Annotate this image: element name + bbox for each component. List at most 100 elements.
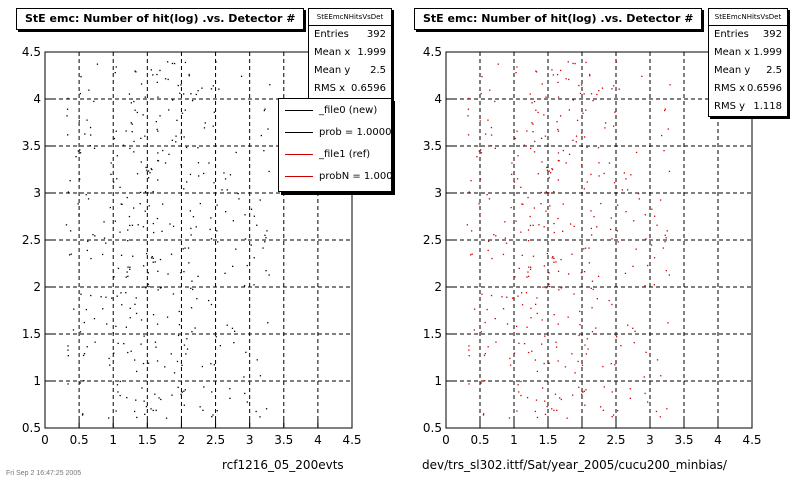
scatter-point	[177, 84, 179, 87]
scatter-point	[224, 272, 226, 274]
scatter-point	[147, 283, 149, 285]
scatter-point	[546, 406, 548, 408]
scatter-point	[133, 140, 135, 143]
scatter-point	[517, 295, 519, 297]
scatter-point	[156, 81, 158, 83]
scatter-point	[221, 189, 223, 191]
scatter-point	[182, 248, 184, 250]
scatter-point	[654, 215, 656, 217]
scatter-point	[108, 357, 110, 360]
scatter-point	[195, 93, 197, 96]
scatter-point	[535, 70, 537, 72]
y-tick-label: 1.5	[22, 327, 41, 341]
scatter-point	[164, 366, 166, 368]
scatter-point	[154, 393, 156, 395]
scatter-point	[668, 170, 671, 173]
scatter-point	[168, 109, 170, 111]
scatter-point	[199, 406, 201, 408]
scatter-point	[199, 202, 201, 205]
scatter-point	[549, 205, 551, 207]
scatter-point	[125, 276, 127, 278]
scatter-point	[665, 270, 667, 272]
scatter-point	[552, 256, 554, 258]
scatter-point	[93, 100, 95, 103]
scatter-point	[548, 192, 550, 194]
scatter-point	[130, 122, 132, 124]
scatter-point	[151, 168, 153, 171]
scatter-point	[210, 303, 213, 306]
scatter-point	[194, 327, 196, 329]
scatter-point	[210, 363, 212, 365]
scatter-point	[604, 127, 606, 129]
scatter-point	[570, 223, 572, 225]
scatter-point	[621, 189, 623, 191]
scatter-point	[81, 414, 84, 416]
scatter-point	[645, 351, 647, 353]
scatter-point	[80, 76, 82, 78]
scatter-point	[550, 172, 552, 174]
scatter-point	[638, 198, 640, 200]
scatter-point	[585, 109, 587, 111]
scatter-point	[140, 343, 142, 345]
scatter-point	[256, 224, 258, 226]
scatter-point	[480, 382, 482, 384]
scatter-point	[573, 293, 575, 295]
scatter-point	[514, 276, 516, 278]
scatter-point	[537, 111, 539, 114]
scatter-point	[183, 390, 185, 392]
scatter-point	[165, 417, 168, 419]
scatter-point	[540, 137, 543, 139]
scatter-point	[493, 234, 495, 236]
scatter-point	[102, 253, 104, 256]
scatter-point	[585, 389, 587, 391]
stats-label: RMS x	[314, 83, 346, 94]
scatter-point	[133, 151, 135, 153]
scatter-point	[588, 247, 590, 249]
scatter-point	[148, 285, 150, 288]
legend-line-icon	[285, 175, 313, 177]
scatter-point	[518, 267, 520, 269]
scatter-point	[147, 272, 149, 274]
scatter-point	[551, 408, 553, 410]
scatter-point	[544, 400, 546, 402]
scatter-point	[632, 327, 634, 329]
scatter-point	[158, 397, 160, 399]
scatter-point	[579, 324, 581, 326]
scatter-point	[183, 188, 185, 190]
scatter-point	[633, 220, 635, 222]
scatter-point	[579, 310, 581, 313]
scatter-point	[589, 75, 591, 77]
scatter-point	[235, 248, 237, 250]
scatter-point	[487, 346, 489, 348]
scatter-point	[197, 162, 200, 164]
scatter-point	[267, 322, 269, 324]
scatter-point	[471, 253, 473, 255]
scatter-point	[603, 386, 605, 388]
scatter-point	[212, 414, 214, 416]
scatter-point	[532, 224, 534, 226]
scatter-point	[585, 353, 587, 355]
scatter-point	[210, 217, 212, 219]
scatter-point	[567, 61, 569, 63]
scatter-point	[630, 174, 632, 176]
scatter-point	[662, 247, 664, 249]
scatter-point	[135, 297, 137, 299]
scatter-point	[509, 357, 511, 360]
scatter-point	[557, 81, 559, 83]
subtitle-left: rcf1216_05_200evts	[222, 458, 344, 472]
scatter-point	[136, 173, 139, 175]
scatter-point	[157, 179, 159, 181]
scatter-point	[114, 72, 116, 74]
scatter-point	[530, 307, 532, 309]
scatter-point	[614, 111, 616, 113]
scatter-point	[213, 364, 215, 366]
scatter-point	[597, 147, 600, 149]
scatter-point	[488, 240, 490, 242]
scatter-point	[556, 409, 558, 411]
scatter-point	[546, 166, 548, 169]
scatter-point	[615, 61, 618, 63]
scatter-point	[157, 160, 160, 162]
scatter-point	[521, 203, 523, 205]
x-tick-label: 1	[109, 433, 117, 447]
legend-label: _file0 (new)	[319, 104, 378, 116]
